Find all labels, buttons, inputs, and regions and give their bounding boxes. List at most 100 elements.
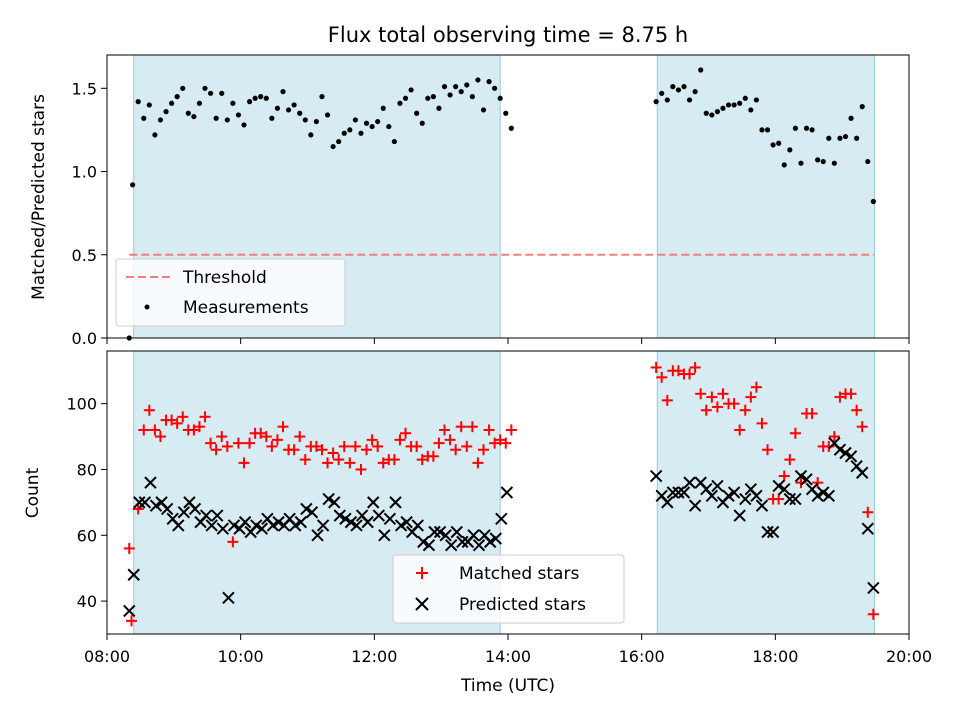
chart-title: Flux total observing time = 8.75 h bbox=[328, 23, 688, 47]
measurement-point bbox=[375, 118, 381, 125]
measurement-point bbox=[441, 84, 448, 90]
predicted-star-marker bbox=[649, 469, 663, 483]
matched-star-marker bbox=[483, 424, 495, 436]
matched-star-marker bbox=[123, 542, 135, 554]
predicted-star-marker bbox=[266, 519, 280, 532]
predicted-star-marker bbox=[305, 506, 319, 519]
predicted-star-marker bbox=[733, 509, 746, 522]
top-window-1 bbox=[656, 54, 875, 339]
measurement-point bbox=[358, 130, 364, 136]
measurement-point bbox=[826, 135, 832, 141]
matched-star-marker bbox=[411, 440, 423, 452]
top-x-ticks bbox=[106, 338, 910, 344]
predicted-star-marker bbox=[311, 529, 324, 542]
measurement-point bbox=[174, 94, 180, 100]
measurement-point bbox=[753, 97, 759, 103]
predicted-star-marker bbox=[839, 446, 852, 460]
matched-star-marker bbox=[762, 444, 774, 456]
matched-star-marker bbox=[684, 368, 696, 380]
predicted-star-marker bbox=[672, 486, 685, 499]
predicted-star-marker bbox=[133, 496, 146, 509]
matched-star-marker bbox=[416, 454, 428, 466]
x-tick-label: 20:00 bbox=[886, 647, 932, 666]
measurement-point bbox=[720, 105, 726, 111]
predicted-star-marker bbox=[811, 489, 824, 502]
measurement-point bbox=[492, 85, 498, 91]
matched-stars-points bbox=[123, 361, 879, 627]
matched-star-marker bbox=[216, 431, 228, 443]
measurement-point bbox=[714, 109, 721, 115]
matched-star-marker bbox=[366, 434, 378, 446]
measurement-point bbox=[759, 127, 765, 133]
predicted-star-marker bbox=[794, 469, 808, 483]
matched-star-marker bbox=[221, 440, 233, 452]
legend-predicted-label: Predicted stars bbox=[459, 595, 586, 615]
predicted-star-marker bbox=[316, 519, 330, 532]
predicted-star-marker bbox=[350, 519, 363, 532]
measurement-point bbox=[252, 95, 258, 101]
legend-threshold-label: Threshold bbox=[182, 268, 267, 288]
top-legend-box bbox=[115, 258, 346, 327]
matched-star-marker bbox=[143, 404, 155, 416]
legend-matched-label: Matched stars bbox=[459, 564, 579, 584]
matched-star-marker bbox=[773, 493, 785, 505]
matched-star-marker bbox=[851, 404, 863, 416]
matched-star-marker bbox=[299, 454, 311, 466]
x-tick-label: 16:00 bbox=[619, 647, 665, 666]
observing-windows-bottom bbox=[133, 350, 875, 635]
matched-star-marker bbox=[695, 388, 707, 400]
measurement-point bbox=[480, 107, 487, 113]
measurement-point bbox=[341, 130, 347, 136]
matched-star-marker bbox=[260, 431, 272, 443]
matched-star-marker bbox=[166, 414, 178, 426]
predicted-star-marker bbox=[216, 522, 230, 535]
predicted-star-marker bbox=[378, 529, 391, 542]
bottom-legend: Matched stars Predicted stars bbox=[392, 554, 625, 624]
predicted-star-marker bbox=[188, 502, 202, 516]
matched-star-marker bbox=[238, 457, 250, 469]
count-panel: 40 60 80 100 08:00 10:00 12:00 14:00 16:00 18:00… bbox=[23, 350, 932, 696]
matched-star-marker bbox=[650, 361, 662, 373]
matched-star-marker bbox=[344, 457, 356, 469]
predicted-star-marker bbox=[688, 499, 702, 512]
matched-star-marker bbox=[867, 608, 879, 620]
measurement-point bbox=[798, 160, 804, 166]
measurement-point bbox=[709, 112, 715, 118]
matched-star-marker bbox=[812, 477, 824, 489]
measurement-point bbox=[246, 99, 253, 105]
measurement-point bbox=[414, 110, 420, 116]
measurement-point bbox=[169, 100, 175, 106]
predicted-star-marker bbox=[144, 476, 157, 489]
predicted-star-marker bbox=[123, 604, 136, 618]
measurement-point bbox=[508, 125, 514, 131]
matched-star-marker bbox=[244, 437, 256, 449]
measurement-point bbox=[363, 120, 370, 126]
measurement-point bbox=[191, 113, 197, 120]
matched-star-marker bbox=[199, 411, 211, 423]
legend-measurements-swatch bbox=[144, 304, 150, 310]
predicted-star-marker bbox=[705, 489, 719, 502]
predicted-star-marker bbox=[328, 496, 341, 509]
measurement-points bbox=[126, 67, 876, 341]
measurement-point bbox=[458, 89, 464, 95]
matched-star-marker bbox=[327, 447, 339, 459]
measurement-point bbox=[369, 123, 375, 130]
measurement-point bbox=[141, 115, 147, 121]
measurement-point bbox=[815, 157, 821, 163]
matched-star-marker bbox=[138, 424, 150, 436]
measurement-point bbox=[670, 84, 676, 90]
bottom-y-tick-label: 40 bbox=[77, 592, 97, 611]
measurement-point bbox=[698, 67, 704, 73]
predicted-star-marker bbox=[211, 509, 224, 522]
predicted-star-marker bbox=[417, 535, 430, 549]
measurement-point bbox=[842, 133, 849, 140]
predicted-star-marker bbox=[666, 486, 680, 499]
measurement-point bbox=[425, 95, 431, 101]
top-y-tick-label: 1.5 bbox=[72, 79, 97, 98]
measurement-point bbox=[764, 127, 771, 133]
predicted-star-marker bbox=[422, 538, 436, 552]
matched-star-marker bbox=[828, 431, 840, 443]
measurement-point bbox=[659, 90, 665, 96]
predicted-star-marker bbox=[255, 522, 269, 535]
predicted-star-marker bbox=[138, 496, 152, 509]
